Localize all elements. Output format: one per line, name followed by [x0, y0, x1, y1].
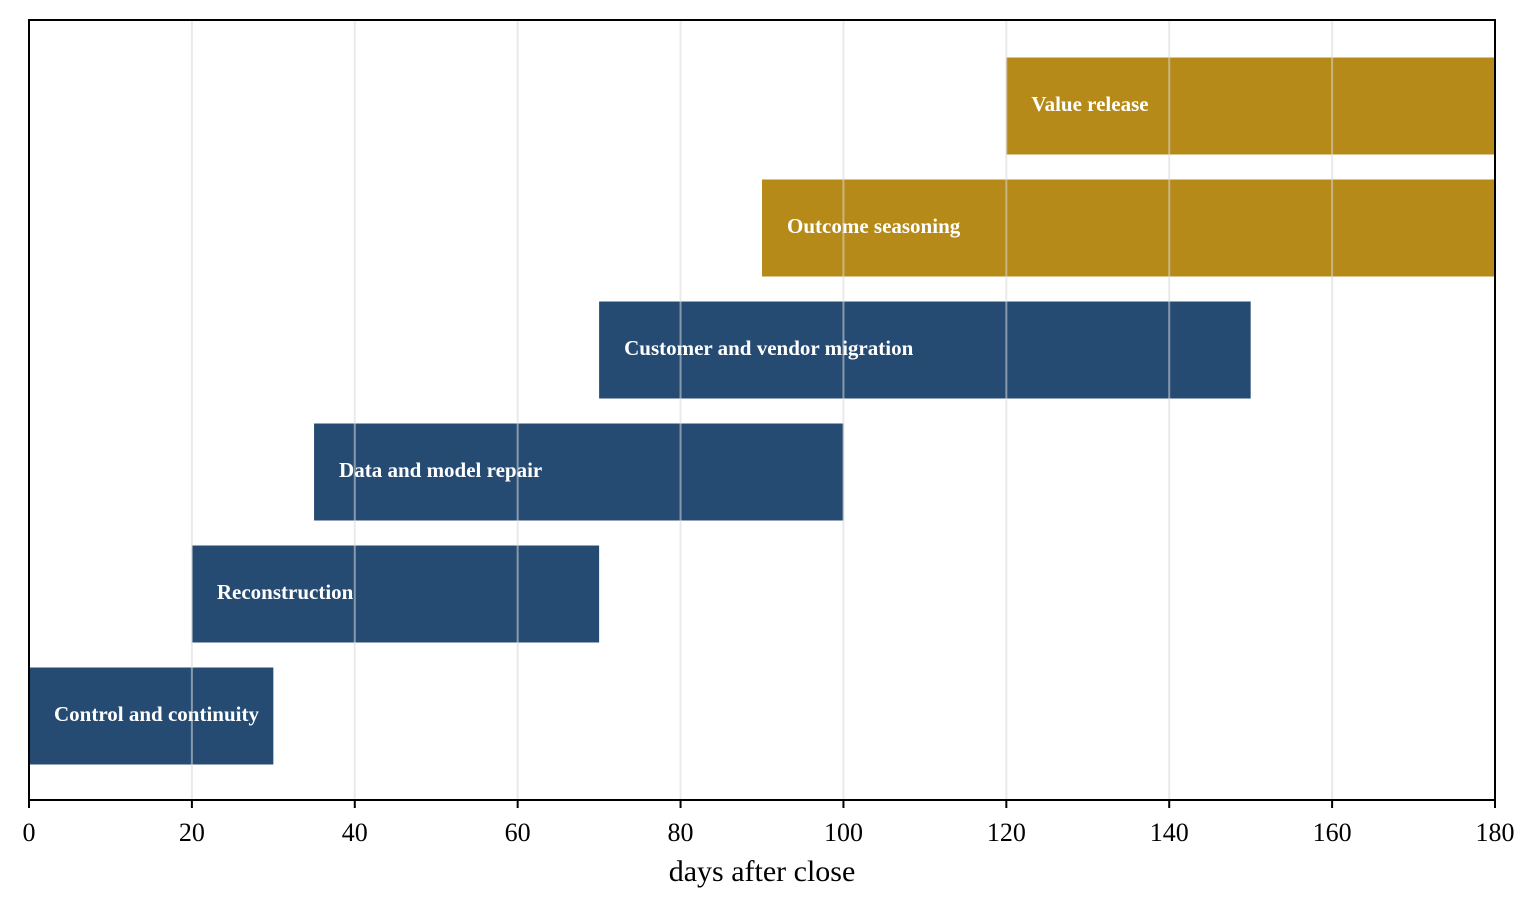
x-tick-label-0: 0 — [23, 818, 36, 847]
bars-layer — [29, 57, 1495, 765]
x-tick-label-5: 100 — [824, 818, 863, 847]
bar-1 — [29, 667, 274, 765]
x-tick-label-7: 140 — [1150, 818, 1189, 847]
x-tick-label-3: 60 — [505, 818, 531, 847]
bar-6 — [1006, 57, 1495, 155]
bar-label-5: Outcome seasoning — [787, 214, 961, 238]
x-axis-ticks: 0 20 40 60 80 100 120 140 160 180 — [23, 800, 1515, 847]
bar-4 — [599, 301, 1251, 399]
bar-label-4: Customer and vendor migration — [624, 336, 913, 360]
x-tick-label-8: 160 — [1313, 818, 1352, 847]
bar-label-6: Value release — [1031, 92, 1148, 116]
bar-5 — [762, 179, 1495, 277]
x-tick-label-6: 120 — [987, 818, 1026, 847]
x-tick-label-2: 40 — [342, 818, 368, 847]
bar-label-2: Reconstruction — [217, 580, 354, 604]
x-tick-label-4: 80 — [668, 818, 694, 847]
bar-2 — [191, 545, 600, 643]
x-axis-label: days after close — [669, 855, 856, 888]
bar-label-1: Control and continuity — [54, 702, 259, 726]
x-tick-label-1: 20 — [179, 818, 205, 847]
bar-label-3: Data and model repair — [339, 458, 542, 482]
x-tick-label-9: 180 — [1476, 818, 1515, 847]
bar-3 — [314, 423, 844, 521]
bar-labels-layer: Control and continuity Reconstruction Data… — [54, 92, 1149, 726]
plot-frame — [28, 19, 1496, 801]
grid-layer — [190, 20, 1334, 800]
